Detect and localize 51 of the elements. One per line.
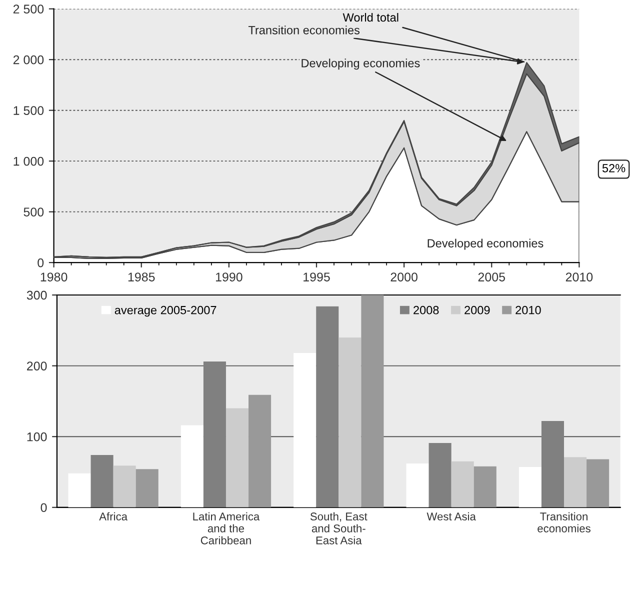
bar: [136, 469, 158, 508]
legend-label: 2010: [516, 306, 541, 314]
x-tick-label: Transition economies: [538, 512, 590, 532]
y-tick-label: 1 500: [14, 106, 44, 115]
bar: [474, 466, 496, 508]
bar: [451, 461, 474, 508]
y-tick-label: 0: [40, 503, 47, 512]
y-tick-label: 1 000: [14, 156, 44, 166]
bar: [113, 466, 136, 508]
y-tick-label: 500: [24, 208, 44, 216]
y-tick-label: 200: [27, 362, 47, 370]
x-tick-label: South, East and South- East Asia: [310, 512, 368, 544]
bar: [338, 337, 362, 508]
bar: [428, 442, 452, 508]
bar: [180, 425, 204, 508]
x-tick-label: 2010: [566, 272, 593, 282]
text: Developing economies: [302, 58, 420, 70]
x-tick-label: 2000: [390, 272, 418, 282]
x-tick-label: 1990: [216, 272, 242, 282]
bar: [518, 467, 542, 508]
bar: [203, 362, 226, 508]
x-tick-label: West Asia: [426, 512, 476, 520]
bar: [361, 295, 384, 508]
y-tick-label: 300: [26, 290, 47, 300]
x-tick-label: 2005: [478, 272, 506, 282]
series-label: Developed economies: [428, 238, 544, 250]
bar: [248, 394, 272, 508]
bar: [541, 421, 564, 508]
x-tick-label: 1980: [40, 272, 68, 282]
y-tick-label: 100: [27, 432, 47, 442]
bar: [226, 408, 249, 508]
y-tick-label: 0: [38, 258, 44, 268]
legend-label: 2008: [414, 306, 439, 314]
legend-label: average 2005-2007: [114, 306, 216, 317]
x-tick-label: Africa: [99, 512, 128, 520]
bar: [406, 464, 429, 508]
annotation: 52%: [602, 164, 626, 172]
x-tick-label: 1995: [304, 272, 330, 282]
bar: [586, 459, 610, 508]
annotation: World total: [342, 12, 398, 22]
bar: [90, 455, 114, 508]
bar: [68, 473, 91, 508]
legend-label: 2009: [464, 306, 490, 314]
y-tick-label: 2 500: [13, 4, 44, 14]
x-tick-label: 1985: [128, 272, 155, 282]
text: Transition economies: [248, 26, 360, 34]
x-tick-label: Latin America and the Caribbean: [193, 512, 260, 544]
y-tick-label: 2 000: [13, 55, 44, 64]
bar: [316, 306, 339, 508]
bar: [564, 457, 587, 508]
bar: [294, 353, 316, 508]
